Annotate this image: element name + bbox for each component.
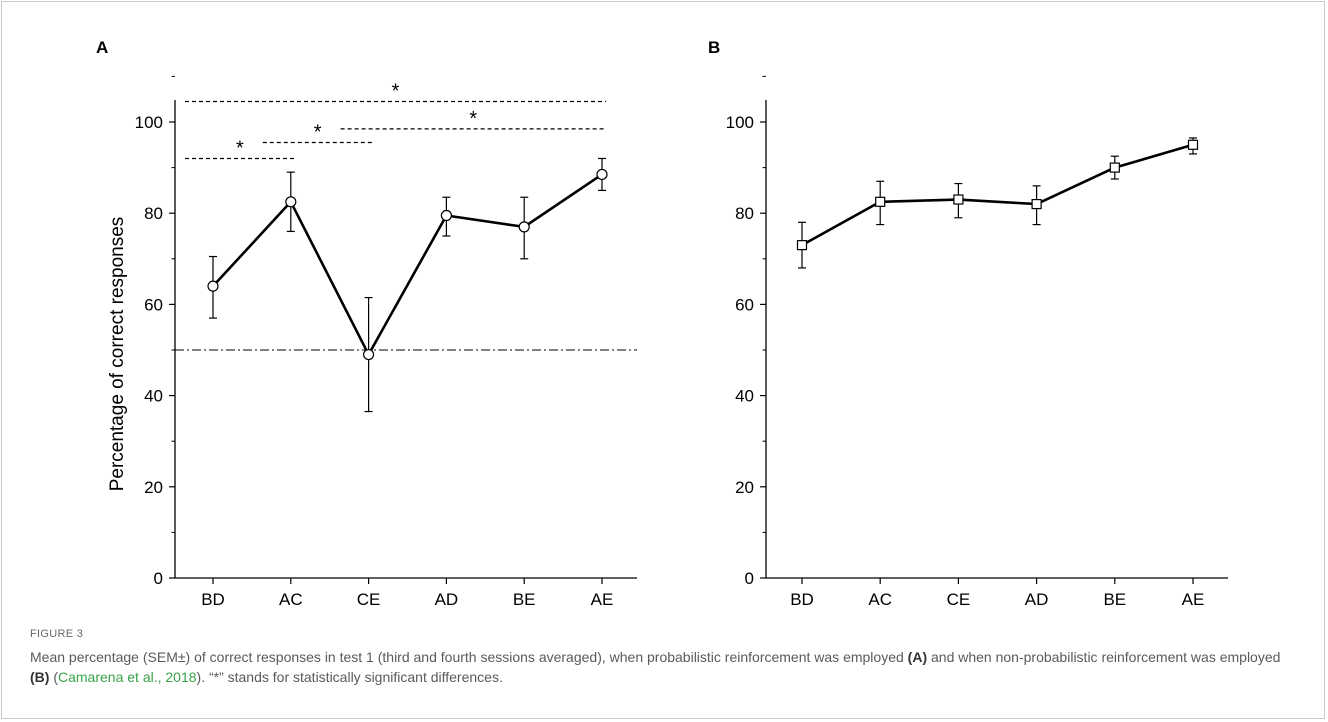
series-line xyxy=(212,173,603,356)
data-point xyxy=(1187,139,1199,150)
y-tick-label: 80 xyxy=(735,204,754,223)
citation-link[interactable]: Camarena et al., 2018 xyxy=(58,669,197,685)
figure-chart: A 0 20 40 60 80 100 BD AC CE AD BE AE Percentage of c… xyxy=(96,38,1228,609)
figure-label: FIGURE 3 xyxy=(30,628,84,640)
significance-star: * xyxy=(236,137,244,159)
data-point xyxy=(363,348,375,361)
data-point xyxy=(1109,162,1120,173)
x-tick-label: AD xyxy=(435,590,459,609)
data-point xyxy=(796,240,808,251)
panel-letter: A xyxy=(96,38,108,57)
data-point xyxy=(1031,198,1042,210)
data-point xyxy=(953,194,964,205)
x-tick-label: AC xyxy=(868,590,892,609)
y-tick-label: 0 xyxy=(154,569,163,588)
panel-b: B 0 20 40 60 80 100 BD AC CE AD BE AE xyxy=(708,38,1228,609)
x-tick-label: AC xyxy=(279,590,303,609)
caption-ref-a: (A) xyxy=(907,649,928,665)
y-tick-label: 20 xyxy=(735,478,754,497)
data-point xyxy=(596,168,608,181)
x-tick-label: AE xyxy=(591,590,614,609)
y-tick-label: 80 xyxy=(144,204,163,223)
data-point xyxy=(440,209,452,222)
panel-a: A 0 20 40 60 80 100 BD AC CE AD BE AE Percentage of c… xyxy=(96,38,637,609)
data-point xyxy=(875,196,886,207)
figure-caption: FIGURE 3 Mean percentage (SEM±) of corre… xyxy=(30,628,1300,687)
y-tick-label: 0 xyxy=(745,569,754,588)
significance-star: * xyxy=(314,122,322,144)
y-tick-label: 100 xyxy=(726,113,754,132)
data-point xyxy=(285,196,297,208)
x-tick-label: BD xyxy=(201,590,225,609)
y-tick-label: 60 xyxy=(735,295,754,314)
x-tick-label: BE xyxy=(1103,590,1126,609)
y-tick-label: 100 xyxy=(135,113,163,132)
panel-letter: B xyxy=(708,38,720,57)
y-tick-label: 20 xyxy=(144,478,163,497)
y-tick-label: 40 xyxy=(144,387,163,406)
x-tick-label: AE xyxy=(1182,590,1205,609)
x-tick-label: BE xyxy=(513,590,536,609)
x-tick-label: AD xyxy=(1025,590,1049,609)
y-axis-label: Percentage of correct responses xyxy=(107,217,128,492)
x-tick-label: CE xyxy=(947,590,971,609)
significance-star: * xyxy=(392,80,400,102)
significance-star: * xyxy=(469,108,477,130)
caption-text: Mean percentage (SEM±) of correct respon… xyxy=(30,649,1281,685)
data-point xyxy=(207,280,219,292)
data-point xyxy=(518,221,530,233)
x-tick-label: CE xyxy=(357,590,381,609)
series-line xyxy=(801,143,1194,247)
x-tick-label: BD xyxy=(790,590,814,609)
caption-ref-b: (B) xyxy=(30,669,50,685)
y-tick-label: 60 xyxy=(144,295,163,314)
y-tick-label: 40 xyxy=(735,387,754,406)
